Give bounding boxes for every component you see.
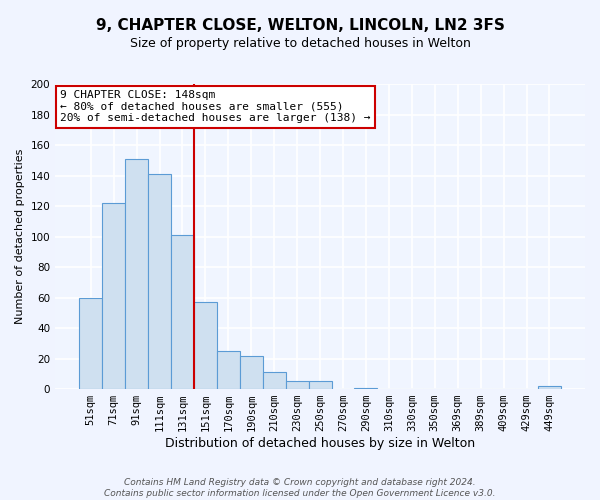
Bar — [355, 388, 377, 389]
Bar — [79, 298, 102, 389]
Text: Size of property relative to detached houses in Welton: Size of property relative to detached ho… — [130, 38, 470, 51]
Bar — [240, 356, 263, 389]
Bar — [308, 382, 332, 389]
Bar — [217, 351, 240, 389]
X-axis label: Distribution of detached houses by size in Welton: Distribution of detached houses by size … — [165, 437, 475, 450]
Bar — [125, 158, 148, 389]
Bar — [171, 235, 194, 389]
Text: 9, CHAPTER CLOSE, WELTON, LINCOLN, LN2 3FS: 9, CHAPTER CLOSE, WELTON, LINCOLN, LN2 3… — [95, 18, 505, 32]
Bar — [286, 382, 308, 389]
Text: 9 CHAPTER CLOSE: 148sqm
← 80% of detached houses are smaller (555)
20% of semi-d: 9 CHAPTER CLOSE: 148sqm ← 80% of detache… — [61, 90, 371, 124]
Bar — [538, 386, 561, 389]
Bar — [102, 203, 125, 389]
Y-axis label: Number of detached properties: Number of detached properties — [15, 149, 25, 324]
Bar — [148, 174, 171, 389]
Text: Contains HM Land Registry data © Crown copyright and database right 2024.
Contai: Contains HM Land Registry data © Crown c… — [104, 478, 496, 498]
Bar — [263, 372, 286, 389]
Bar — [194, 302, 217, 389]
